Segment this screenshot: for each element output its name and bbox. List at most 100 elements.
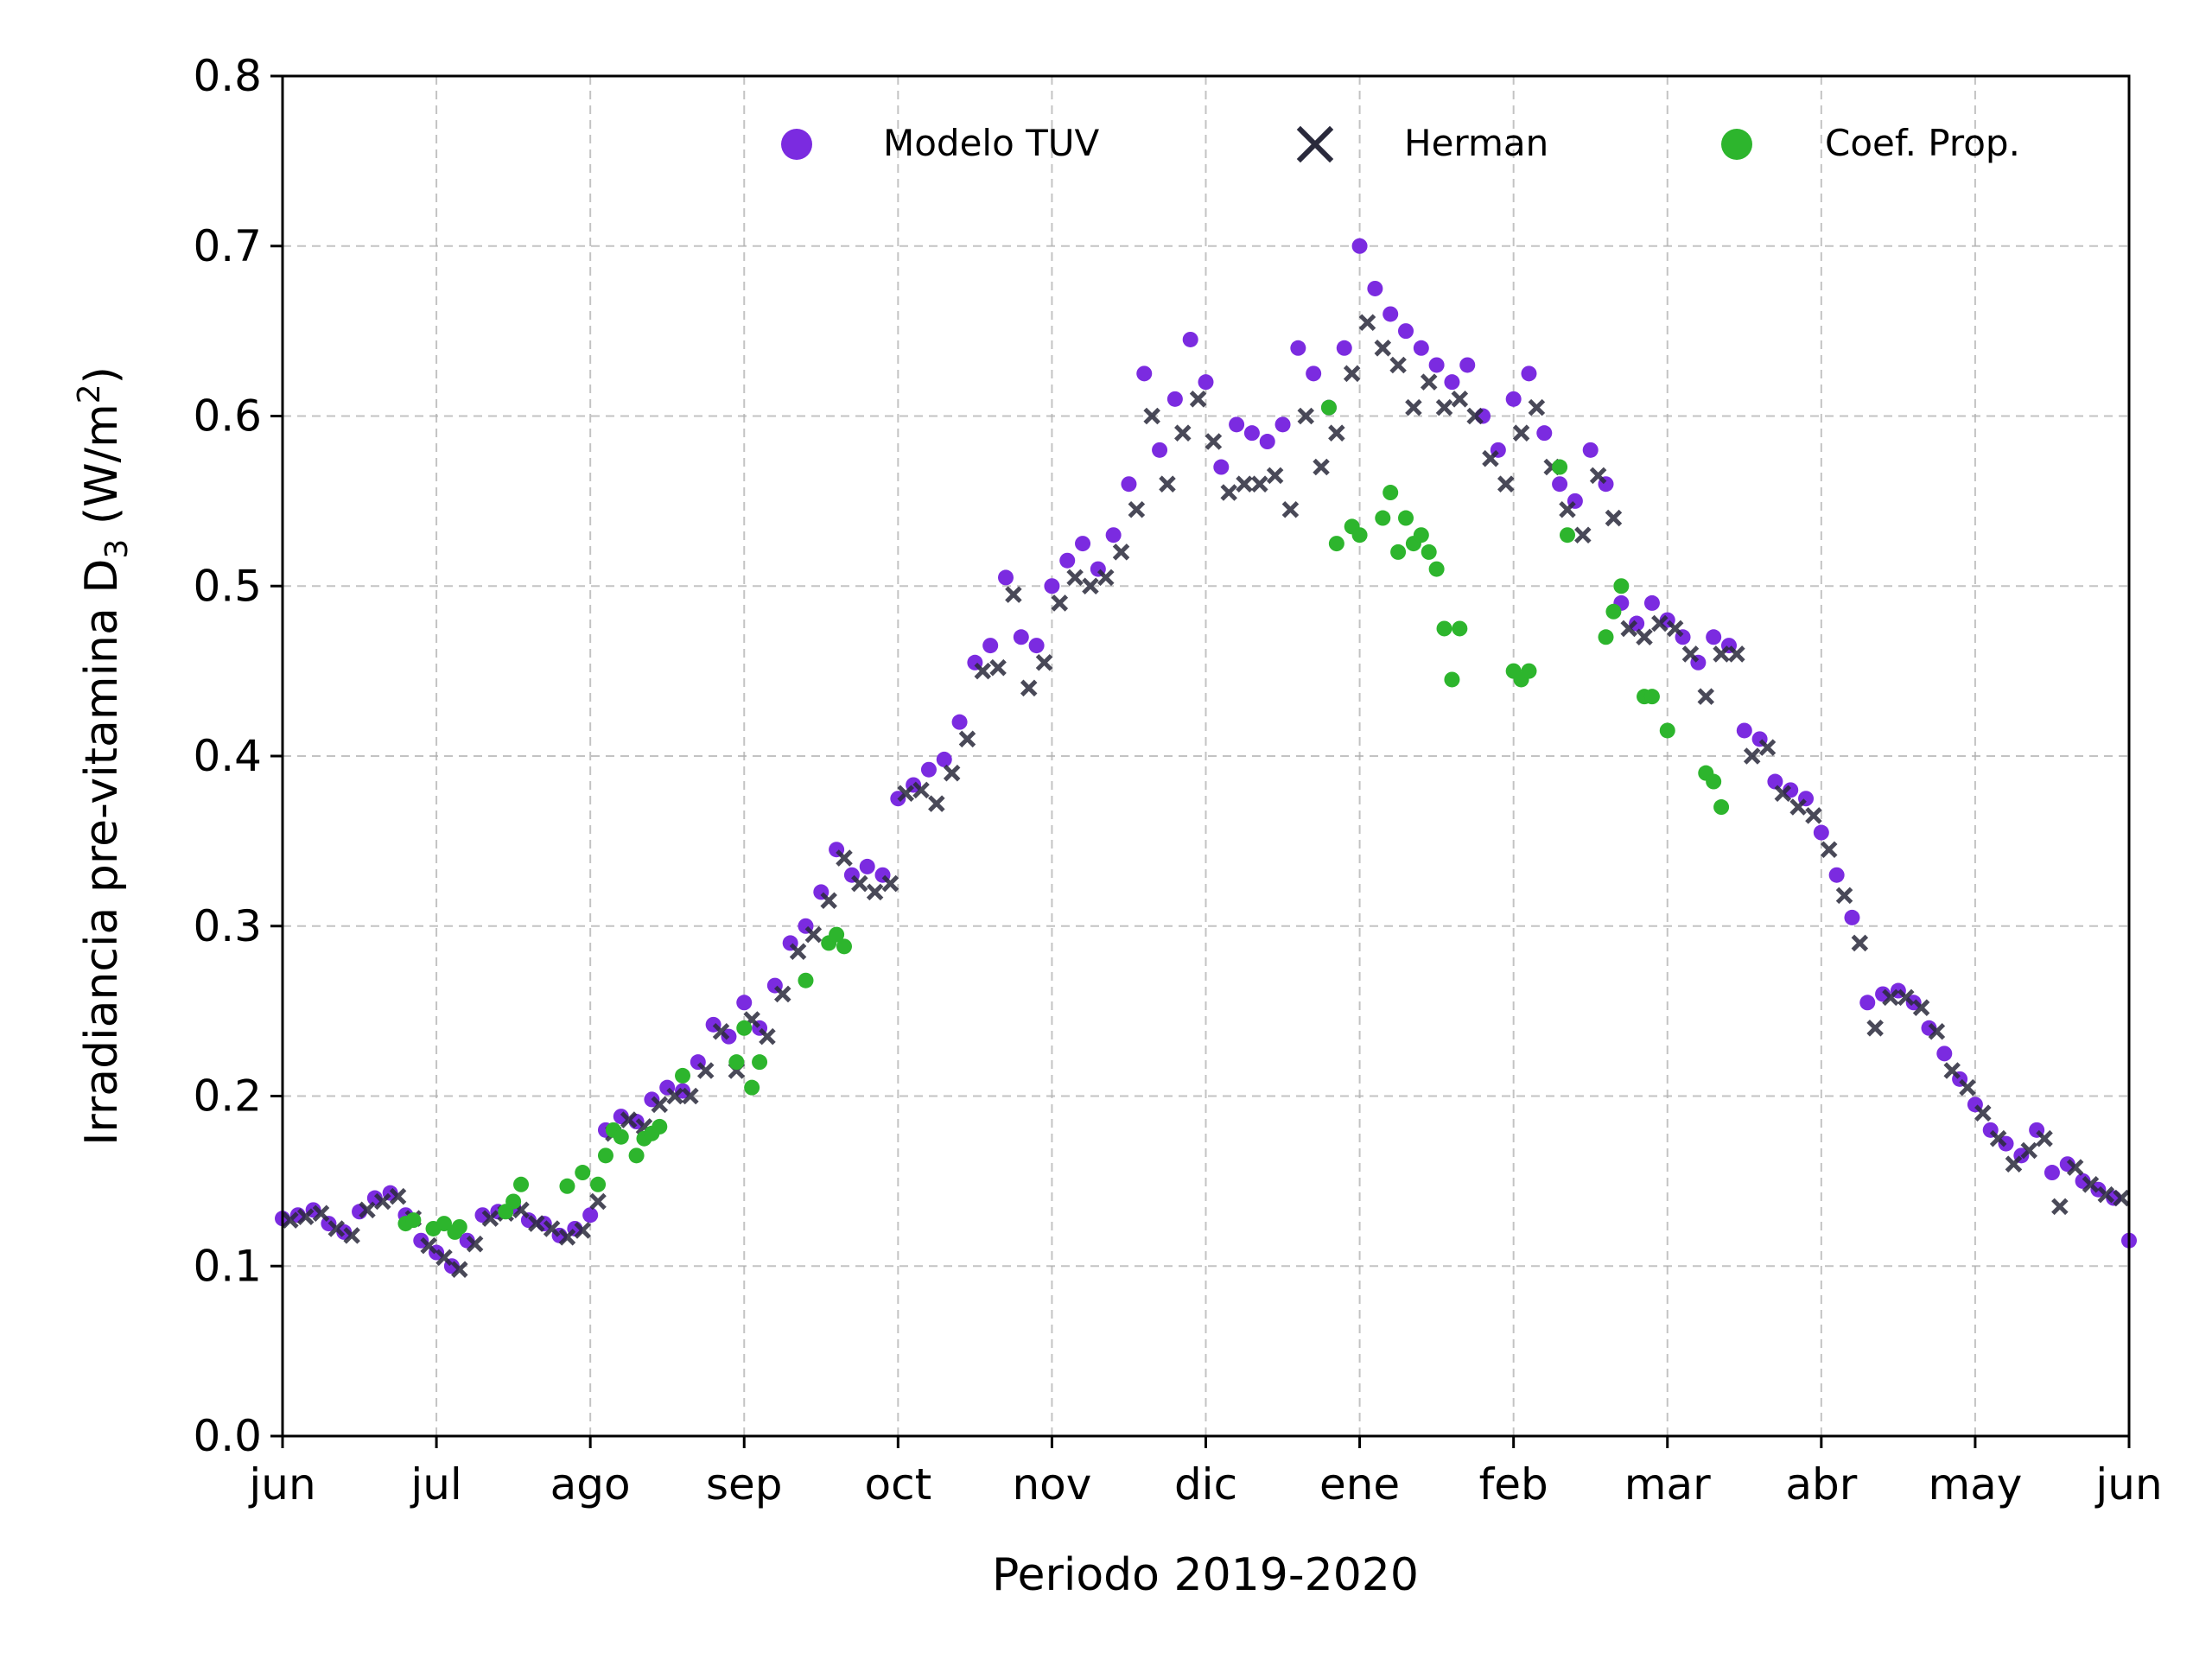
- data-point-modelo-tuv: [2059, 1156, 2075, 1173]
- data-point-modelo-tuv: [1105, 527, 1122, 543]
- data-point-modelo-tuv: [1306, 365, 1322, 382]
- data-point-modelo-tuv: [1351, 238, 1368, 254]
- y-axis-label-superscript: 2: [72, 384, 107, 404]
- data-point-modelo-tuv: [1382, 306, 1399, 322]
- data-point-herman: [451, 1261, 468, 1278]
- data-point-herman: [1512, 424, 1530, 442]
- y-tick-label: 0.2: [193, 1071, 262, 1122]
- data-point-modelo-tuv: [1459, 357, 1476, 373]
- data-point-herman: [682, 1087, 699, 1105]
- data-point-herman: [1374, 340, 1392, 357]
- data-point-modelo-tuv: [582, 1207, 599, 1224]
- data-point-modelo-tuv: [1582, 442, 1599, 458]
- x-tick-label: jun: [2094, 1459, 2162, 1510]
- data-point-herman: [989, 658, 1007, 677]
- data-point-herman: [696, 1062, 715, 1079]
- y-tick-label: 0.3: [193, 901, 262, 951]
- data-point-herman: [2097, 1185, 2115, 1204]
- data-point-coef-prop: [1328, 536, 1344, 552]
- data-point-herman: [1820, 841, 1838, 858]
- data-point-coef-prop: [1375, 510, 1391, 526]
- data-point-herman: [481, 1210, 499, 1227]
- data-point-herman: [1051, 594, 1069, 612]
- data-point-modelo-tuv: [1536, 425, 1553, 442]
- data-point-modelo-tuv: [1121, 476, 1137, 493]
- data-point-herman: [1989, 1129, 2007, 1147]
- data-point-coef-prop: [736, 1020, 753, 1036]
- data-point-modelo-tuv: [1013, 629, 1029, 645]
- legend-marker-herman: [1296, 125, 1334, 163]
- data-point-modelo-tuv: [1398, 323, 1414, 340]
- data-point-herman: [1174, 424, 1192, 442]
- data-point-herman: [1866, 1020, 1884, 1037]
- data-point-herman: [1666, 620, 1684, 638]
- data-point-herman: [282, 1211, 299, 1229]
- data-point-coef-prop: [435, 1216, 452, 1232]
- data-point-herman: [1128, 500, 1146, 518]
- data-point-herman: [881, 874, 899, 893]
- y-axis-label: Irradiancia pre-vitamina D3 (W/m2): [72, 366, 135, 1146]
- data-point-herman: [359, 1201, 376, 1219]
- data-point-herman: [1928, 1022, 1946, 1040]
- data-point-modelo-tuv: [366, 1190, 383, 1206]
- data-point-coef-prop: [1521, 663, 1537, 679]
- data-point-herman: [435, 1249, 453, 1267]
- x-tick-label: ene: [1319, 1459, 1400, 1510]
- data-point-coef-prop: [1398, 510, 1414, 526]
- data-point-herman: [1943, 1062, 1961, 1079]
- data-point-herman: [1789, 798, 1807, 816]
- x-tick-label: sep: [706, 1459, 783, 1510]
- data-point-modelo-tuv: [1075, 536, 1091, 552]
- data-point-herman: [1435, 398, 1453, 416]
- data-point-herman: [1728, 645, 1745, 663]
- x-tick-label: jul: [410, 1459, 461, 1510]
- y-tick-label: 0.0: [193, 1411, 262, 1461]
- y-tick-label: 0.6: [193, 391, 262, 442]
- data-point-modelo-tuv: [1166, 391, 1183, 407]
- x-tick-label: feb: [1479, 1459, 1548, 1510]
- data-point-herman: [1405, 398, 1422, 416]
- data-point-herman: [928, 795, 945, 812]
- legend: Modelo TUV Herman Coef. Prop.: [781, 122, 2020, 164]
- data-point-modelo-tuv: [1936, 1046, 1953, 1062]
- data-point-coef-prop: [728, 1054, 745, 1071]
- data-point-coef-prop: [597, 1147, 613, 1164]
- data-point-coef-prop: [1713, 799, 1730, 816]
- y-axis: 0.0 0.1 0.2 0.3 0.4 0.5 0.6 0.7 0.8: [193, 51, 283, 1461]
- data-point-coef-prop: [1413, 527, 1429, 543]
- data-point-herman: [1236, 475, 1253, 493]
- data-point-coef-prop: [1613, 578, 1630, 594]
- data-point-herman: [1281, 500, 1300, 518]
- data-point-modelo-tuv: [859, 858, 875, 874]
- x-tick-label: nov: [1012, 1459, 1091, 1510]
- data-point-herman: [1358, 314, 1376, 332]
- data-point-coef-prop: [559, 1178, 575, 1194]
- data-point-herman: [1636, 628, 1653, 646]
- data-point-herman: [1096, 569, 1115, 587]
- data-point-herman: [712, 1022, 730, 1040]
- data-point-herman: [1482, 449, 1499, 467]
- data-point-herman: [1313, 458, 1330, 476]
- data-point-herman: [1082, 577, 1099, 595]
- data-point-herman: [1959, 1078, 1976, 1096]
- data-point-herman: [1882, 988, 1899, 1007]
- data-point-herman: [2066, 1159, 2084, 1176]
- data-point-modelo-tuv: [1152, 442, 1168, 458]
- data-point-herman: [1559, 500, 1576, 518]
- data-point-herman: [1251, 475, 1268, 493]
- data-point-herman: [2036, 1129, 2053, 1147]
- data-point-modelo-tuv: [936, 751, 952, 767]
- data-point-herman: [912, 781, 930, 799]
- data-point-coef-prop: [1390, 543, 1407, 560]
- data-point-herman: [2020, 1141, 2038, 1160]
- data-point-modelo-tuv: [1136, 365, 1153, 382]
- data-point-herman: [759, 1027, 776, 1046]
- data-point-coef-prop: [1598, 629, 1614, 645]
- data-point-coef-prop: [613, 1128, 629, 1145]
- data-point-herman: [1743, 747, 1761, 765]
- data-point-herman: [420, 1236, 437, 1255]
- data-point-herman: [1389, 356, 1407, 374]
- x-tick-label: mar: [1624, 1459, 1711, 1510]
- y-tick-label: 0.5: [193, 561, 262, 611]
- data-point-coef-prop: [590, 1176, 607, 1192]
